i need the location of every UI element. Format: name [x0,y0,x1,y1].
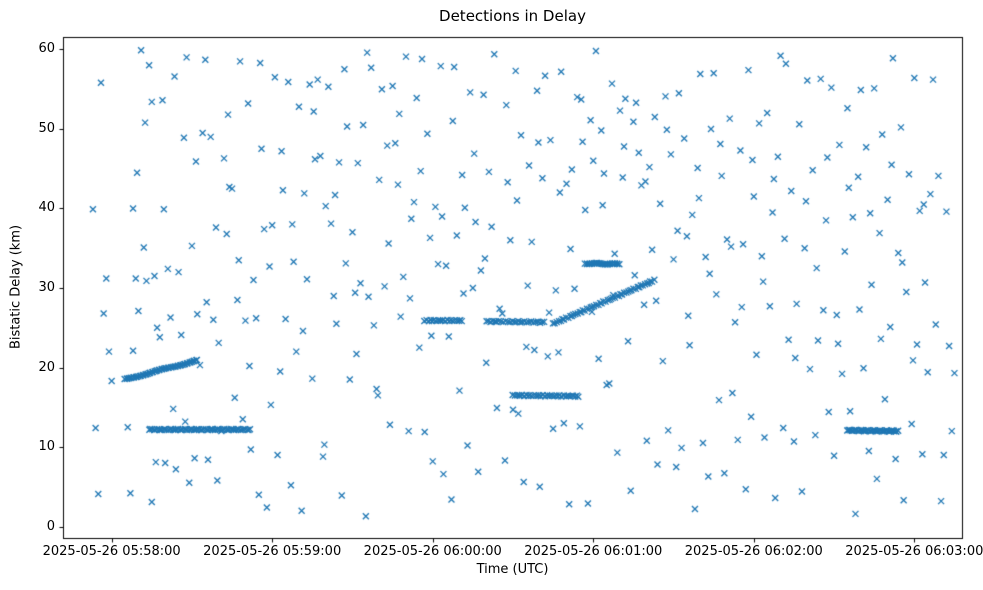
y-tick-label: 60 [38,41,55,57]
x-tick-label: 2025-05-26 05:59:00 [203,544,342,559]
chart-title: Detections in Delay [439,7,586,25]
x-tick-label: 2025-05-26 06:01:00 [524,544,663,559]
x-tick-label: 2025-05-26 06:03:00 [845,544,983,559]
y-tick-label: 40 [38,200,55,216]
y-tick-label: 10 [38,439,55,455]
y-tick-label: 50 [38,120,55,136]
y-tick-label: 0 [46,518,55,534]
y-tick-label: 20 [38,359,55,375]
x-axis-label: Time (UTC) [476,562,549,577]
x-tick-label: 2025-05-26 06:02:00 [684,544,823,559]
x-tick-label: 2025-05-26 06:00:00 [363,544,502,559]
y-tick-label: 30 [38,280,55,295]
x-tick-label: 2025-05-26 05:58:00 [42,544,181,559]
